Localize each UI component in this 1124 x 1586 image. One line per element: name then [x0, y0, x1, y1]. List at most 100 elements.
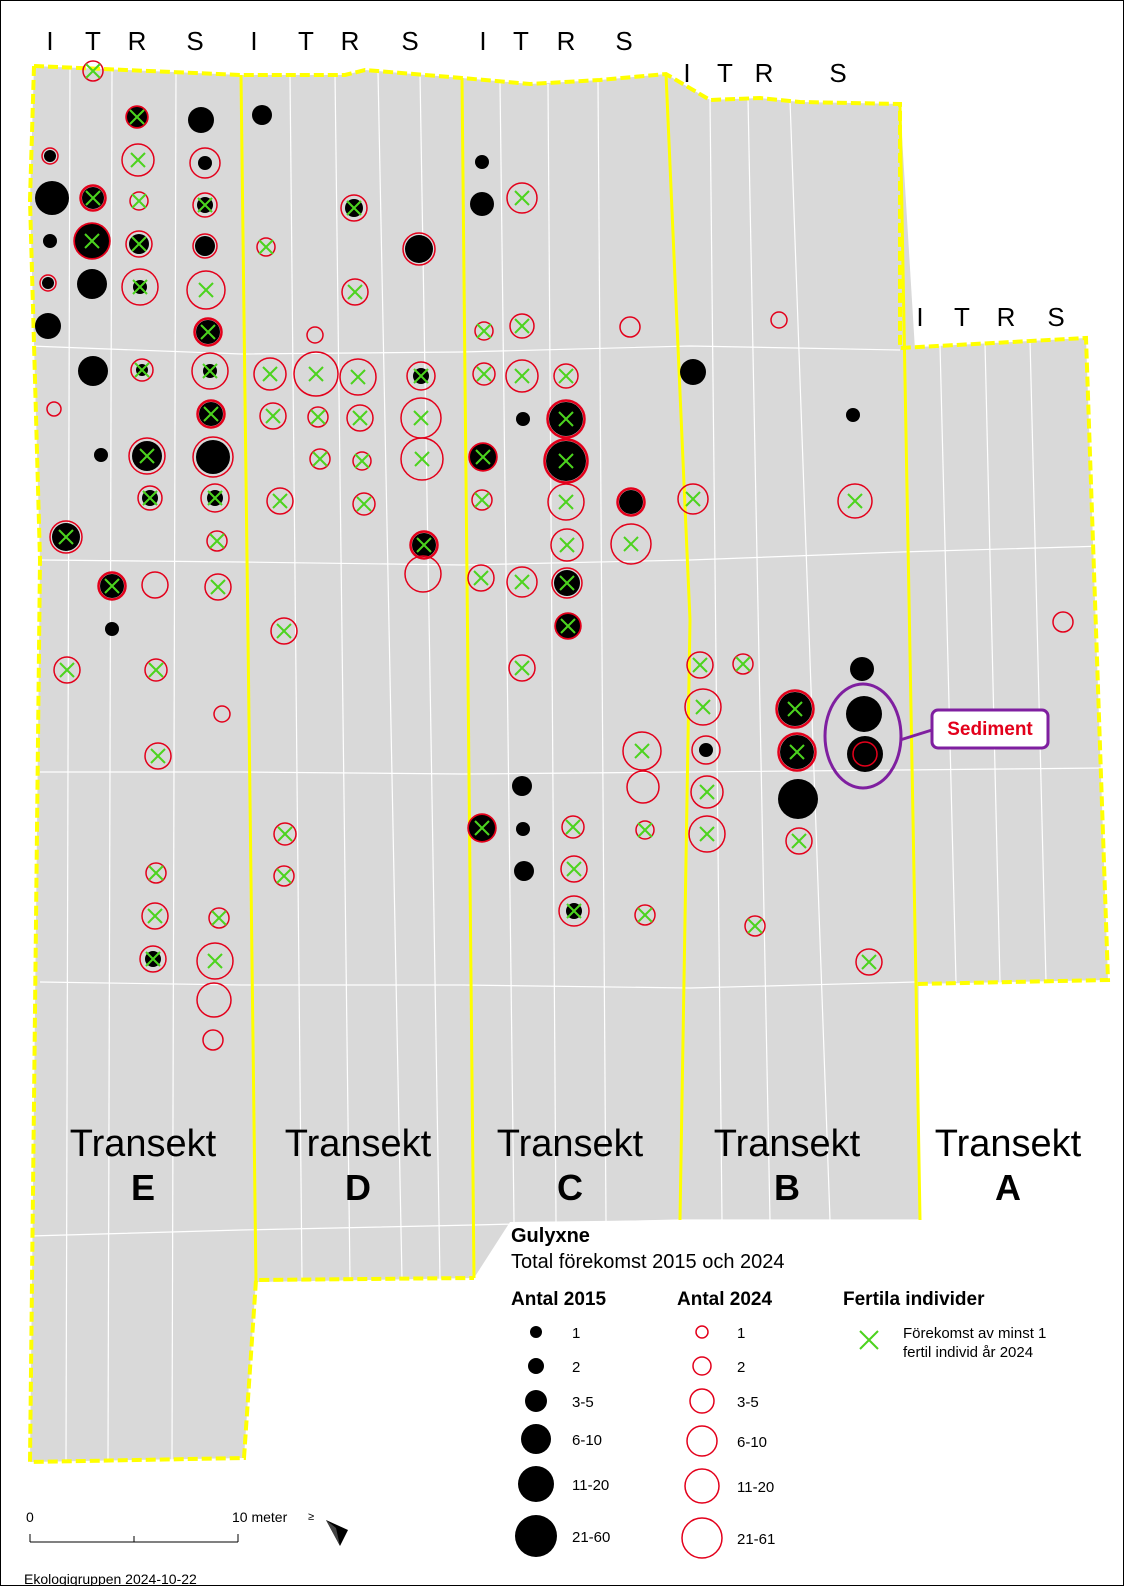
legend-2015-symbol [518, 1466, 554, 1502]
occurrence-point [847, 736, 883, 772]
count-2024-ring [690, 775, 724, 809]
count-2024-ring [213, 705, 231, 723]
legend-2024-symbol [695, 1325, 709, 1339]
occurrence-point [402, 232, 436, 266]
count-2024-ring [191, 352, 229, 390]
fertile-cross-stroke [150, 748, 166, 764]
fertile-cross-stroke [634, 743, 650, 759]
legend-2015-label: 6-10 [572, 1432, 602, 1449]
fertile-cross-stroke [559, 575, 575, 591]
legend-2015-symbol [515, 1515, 557, 1557]
count-2024-ring [506, 182, 538, 214]
occurrence-point [1052, 611, 1074, 633]
count-2024-ring [471, 489, 493, 511]
credit: Ekologigruppen 2024-10-22 [24, 1571, 197, 1586]
occurrence-point [340, 194, 368, 222]
occurrence-point [506, 182, 538, 214]
occurrence-point [744, 915, 766, 937]
count-2024-ring [777, 732, 817, 772]
count-2024-ring [196, 982, 232, 1018]
count-2024-ring [550, 528, 584, 562]
fertile-cross-icon [566, 861, 582, 877]
fertile-cross-stroke [139, 448, 155, 464]
occurrence-point [141, 571, 169, 599]
count-2024-ring [204, 573, 232, 601]
count-2024-ring [553, 363, 579, 389]
count-2015-dot [35, 313, 61, 339]
count-2024-ring [192, 233, 218, 259]
fertile-cross-stroke [148, 865, 164, 881]
fertile-cross-stroke [413, 410, 429, 426]
occurrence-point [690, 775, 724, 809]
count-2024-ring [341, 278, 369, 306]
sediment-annotation: Sediment [823, 682, 1050, 790]
count-2024-ring [560, 855, 588, 883]
count-2024-ring [39, 274, 57, 292]
fertile-cross-icon [514, 318, 530, 334]
occurrence-point [202, 1029, 224, 1051]
count-2024-ring [404, 555, 442, 593]
fertile-cross-icon [735, 656, 751, 672]
fertile-cross-stroke [474, 492, 490, 508]
occurrence-point [141, 902, 169, 930]
count-2024-ring [253, 357, 287, 391]
count-2024-ring [79, 184, 107, 212]
legend-2024-symbol [686, 1425, 718, 1457]
occurrence-point [634, 904, 656, 926]
occurrence-point [619, 316, 641, 338]
fertile-cross-stroke [58, 529, 74, 545]
fertile-cross-stroke [308, 366, 324, 382]
occurrence-point [558, 895, 590, 927]
count-2024-ring [467, 813, 497, 843]
fertile-cross-stroke [476, 323, 492, 339]
count-2015-dot [699, 743, 713, 757]
fertile-cross-icon [566, 903, 582, 919]
occurrence-point [252, 105, 272, 125]
occurrence-point [43, 234, 57, 248]
occurrence-point [193, 317, 223, 347]
transect-a-letter: A [995, 1167, 1021, 1208]
fertile-cross-stroke [514, 190, 530, 206]
count-2024-ring [744, 915, 766, 937]
occurrence-point [610, 523, 652, 565]
fertile-cross-stroke [560, 618, 576, 634]
sediment-pointer [899, 728, 933, 742]
legend-2024-label: 2 [737, 1359, 745, 1376]
transect-b-name: Transekt [714, 1123, 861, 1165]
fertile-cross-icon [637, 907, 653, 923]
legend-fertile-cross [859, 1330, 879, 1350]
fertile-cross-icon [312, 451, 328, 467]
occurrence-point [352, 451, 372, 471]
header-r: R [128, 26, 147, 56]
fertile-cross-icon [134, 362, 150, 378]
count-2024-ring [202, 1029, 224, 1051]
count-2024-ring [776, 690, 814, 728]
fertile-cross-icon [145, 951, 161, 967]
count-2024-ring [197, 400, 225, 428]
fertile-cross-icon [262, 366, 278, 382]
count-2015-dot [195, 236, 215, 256]
fertile-cross-stroke [265, 408, 281, 424]
count-2015-dot [846, 408, 860, 422]
legend-fertile-text: Förekomst av minst 1 [903, 1325, 1046, 1342]
occurrence-point [616, 487, 646, 517]
count-2024-ring [273, 822, 297, 846]
occurrence-point [186, 270, 226, 310]
fertile-cross-stroke [637, 907, 653, 923]
count-2024-ring [192, 436, 234, 478]
legend-2015-symbol [530, 1326, 542, 1338]
count-2024-ring [273, 865, 295, 887]
occurrence-point [309, 448, 331, 470]
occurrence-point [506, 566, 538, 598]
count-2024-ring [144, 742, 172, 770]
count-2024-ring [129, 191, 149, 211]
fertile-cross-stroke [473, 570, 489, 586]
count-2024-ring [200, 483, 230, 513]
count-2015-dot [619, 490, 643, 514]
header-s: S [186, 26, 203, 56]
occurrence-point [273, 865, 295, 887]
fertile-cross-icon [558, 494, 574, 510]
occurrence-point [46, 401, 62, 417]
fertile-cross-icon [276, 623, 292, 639]
count-2024-ring [141, 571, 169, 599]
